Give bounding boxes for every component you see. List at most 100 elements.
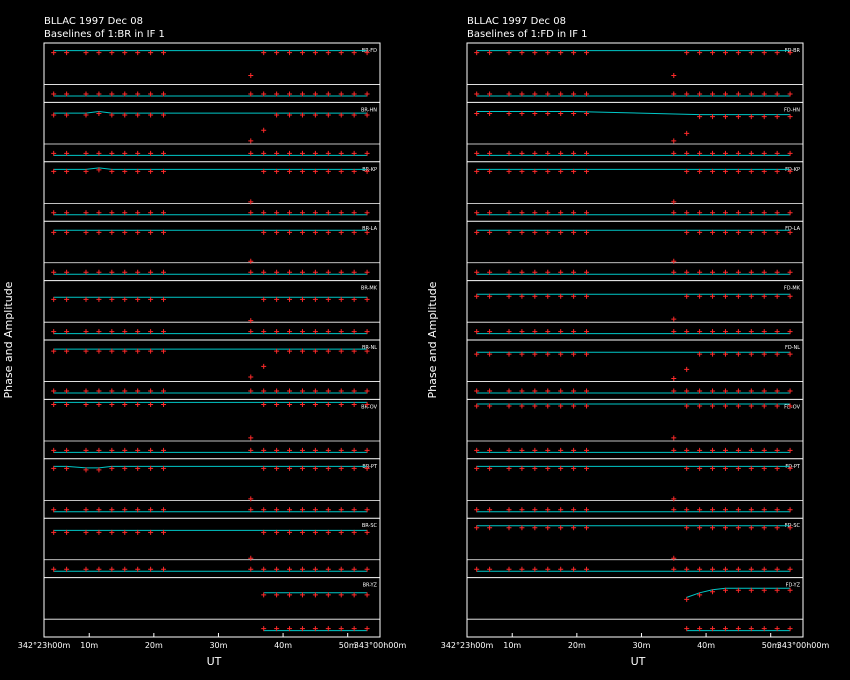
amplitude-point <box>787 465 793 471</box>
amplitude-point <box>148 296 154 302</box>
right-panel-subtitle: Baselines of 1:FD in IF 1 <box>467 29 588 40</box>
phase-point <box>506 329 512 335</box>
amplitude-point <box>325 592 331 598</box>
phase-point <box>571 507 577 513</box>
phase-point <box>299 150 305 156</box>
amplitude-point <box>532 351 538 357</box>
phase-point <box>558 566 564 572</box>
phase-point <box>735 91 741 97</box>
amplitude-point <box>545 111 551 117</box>
amplitude-point <box>735 465 741 471</box>
phase-point <box>748 210 754 216</box>
phase-point <box>519 91 525 97</box>
amplitude-point <box>109 348 115 354</box>
amplitude-point <box>584 50 590 56</box>
amplitude-point <box>274 296 280 302</box>
amplitude-point <box>148 168 154 174</box>
amplitude-point <box>487 111 493 117</box>
phase-point <box>248 447 254 453</box>
phase-point <box>338 566 344 572</box>
phase-point <box>274 566 280 572</box>
phase-point <box>558 91 564 97</box>
amplitude-point <box>684 130 690 136</box>
phase-point <box>96 150 102 156</box>
amplitude-point <box>299 465 305 471</box>
phase-point <box>684 626 690 632</box>
amplitude-point <box>83 229 89 235</box>
amplitude-point <box>64 348 70 354</box>
phase-point <box>64 507 70 513</box>
phase-point <box>774 91 780 97</box>
baseline-br-hn: BR-HN <box>44 101 380 156</box>
amplitude-point <box>122 112 128 118</box>
amplitude-point <box>261 465 267 471</box>
phase-point <box>312 150 318 156</box>
phase-point <box>64 150 70 156</box>
phase-point <box>248 91 254 97</box>
amplitude-point <box>351 296 357 302</box>
phase-point <box>248 329 254 335</box>
amplitude-point <box>545 293 551 299</box>
phase-point <box>710 566 716 572</box>
amplitude-point <box>51 229 57 235</box>
amplitude-point <box>710 229 716 235</box>
phase-point <box>51 388 57 394</box>
amplitude-point <box>261 168 267 174</box>
phase-point <box>787 210 793 216</box>
phase-point <box>487 388 493 394</box>
phase-point <box>697 507 703 513</box>
phase-point <box>135 210 141 216</box>
baseline-br-fd: BR-FD <box>44 48 380 97</box>
baseline-br-yz: BR-YZ <box>44 577 380 632</box>
phase-point <box>684 447 690 453</box>
amplitude-point <box>109 229 115 235</box>
amplitude-point <box>83 112 89 118</box>
phase-point <box>474 210 480 216</box>
phase-point <box>532 210 538 216</box>
phase-point <box>109 91 115 97</box>
amplitude-point <box>774 465 780 471</box>
baseline-fd-kp: FD-KP <box>467 161 803 216</box>
amplitude-point <box>722 525 728 531</box>
amplitude-point <box>248 199 254 205</box>
amplitude-point <box>109 529 115 535</box>
amplitude-point <box>710 293 716 299</box>
baseline-br-la: BR-LA <box>44 220 380 275</box>
phase-point <box>338 507 344 513</box>
phase-point <box>274 507 280 513</box>
amplitude-point <box>351 592 357 598</box>
phase-point <box>722 91 728 97</box>
phase-point <box>274 447 280 453</box>
amplitude-point <box>351 401 357 407</box>
phase-point <box>474 507 480 513</box>
phase-point <box>748 388 754 394</box>
phase-point <box>364 210 370 216</box>
phase-point <box>122 150 128 156</box>
phase-point <box>761 507 767 513</box>
phase-point <box>671 388 677 394</box>
phase-point <box>248 507 254 513</box>
phase-point <box>325 91 331 97</box>
x-tick-label: 10m <box>503 641 521 650</box>
phase-point <box>697 566 703 572</box>
amplitude-point <box>51 401 57 407</box>
phase-point <box>722 507 728 513</box>
phase-point <box>671 566 677 572</box>
amplitude-point <box>312 112 318 118</box>
phase-point <box>487 210 493 216</box>
amplitude-point <box>338 229 344 235</box>
amplitude-point <box>299 529 305 535</box>
amplitude-point <box>274 348 280 354</box>
phase-point <box>558 507 564 513</box>
phase-point <box>761 566 767 572</box>
amplitude-point <box>312 348 318 354</box>
amplitude-point <box>51 348 57 354</box>
phase-point <box>519 210 525 216</box>
amplitude-point <box>161 168 167 174</box>
amplitude-point <box>274 112 280 118</box>
amplitude-point <box>684 525 690 531</box>
phase-point <box>64 566 70 572</box>
amplitude-point <box>325 465 331 471</box>
amplitude-point <box>571 403 577 409</box>
phase-point <box>722 210 728 216</box>
